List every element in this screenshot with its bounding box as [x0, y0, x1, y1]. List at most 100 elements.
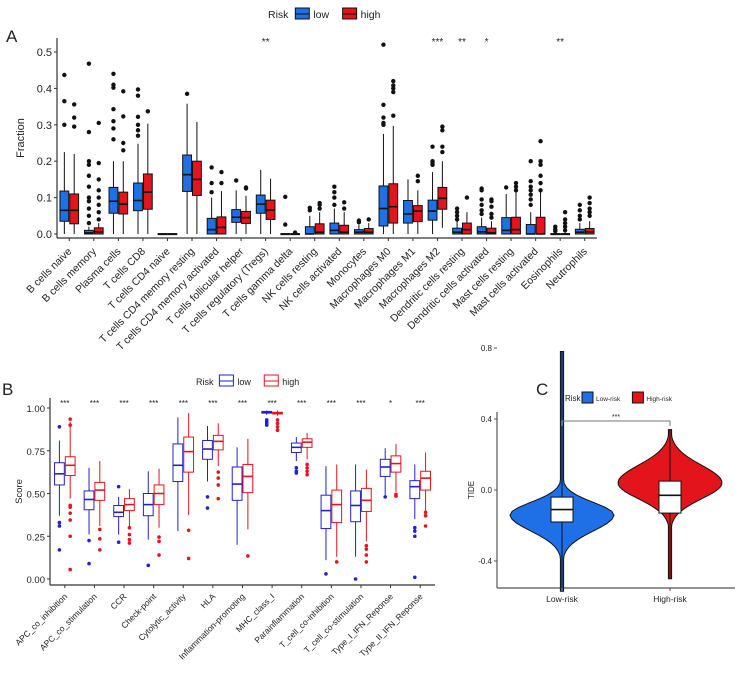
outlier-point: [305, 469, 309, 474]
violin-box: [658, 480, 682, 514]
outlier-point: [96, 188, 101, 193]
outlier-point: [184, 91, 190, 97]
x-tick-label: Low-risk: [546, 594, 578, 604]
outlier-point: [233, 178, 239, 183]
legend-title: Risk: [565, 394, 582, 403]
outlier-point: [479, 202, 484, 208]
x-tick-label: APC_co_stimulation: [38, 591, 99, 652]
outlier-point: [528, 192, 533, 197]
outlier-point: [62, 98, 67, 104]
significance-label: ***: [432, 37, 444, 48]
outlier-point: [440, 124, 445, 129]
y-tick-label: 0.50: [27, 490, 46, 501]
outlier-point: [68, 567, 72, 572]
outlier-point: [86, 206, 92, 211]
outlier-point: [135, 128, 141, 133]
outlier-point: [577, 208, 583, 213]
outlier-point: [553, 224, 558, 229]
outlier-point: [391, 83, 396, 88]
outlier-point: [127, 525, 132, 530]
outlier-point: [307, 205, 313, 210]
outlier-point: [423, 524, 428, 528]
y-tick-label: 0.1: [37, 193, 52, 205]
significance-label: ***: [90, 399, 99, 408]
box-low: [172, 443, 184, 483]
outlier-point: [479, 211, 484, 217]
outlier-point: [528, 202, 533, 208]
outlier-point: [489, 211, 494, 217]
outlier-point: [454, 213, 460, 218]
outlier-point: [454, 209, 460, 215]
box-high: [93, 227, 104, 235]
outlier-point: [96, 195, 101, 200]
outlier-point: [86, 220, 92, 226]
y-tick-label: 0.2: [37, 156, 52, 168]
outlier-point: [391, 78, 396, 84]
outlier-point: [423, 510, 428, 515]
outlier-point: [364, 560, 369, 564]
outlier-point: [364, 543, 369, 548]
significance-label: ***: [179, 399, 188, 408]
box-low: [59, 190, 70, 222]
x-tick-label: CCR: [108, 591, 128, 611]
outlier-point: [381, 102, 386, 107]
panel-label-a: A: [6, 27, 18, 46]
panel-b-boxplot: 0.00 0.25 0.50 0.75 1.00 Score APC_co_inhibiti…: [13, 374, 435, 662]
outlier-point: [528, 197, 533, 202]
outlier-point: [577, 217, 583, 222]
box-low: [501, 217, 512, 235]
box-high: [216, 216, 227, 235]
outlier-point: [292, 230, 298, 235]
box-low: [379, 458, 391, 477]
outlier-point: [98, 527, 102, 532]
legend-key-High-risk: [631, 391, 644, 404]
x-tick-label: APC_co_inhibition: [13, 591, 69, 647]
outlier-point: [71, 124, 77, 129]
y-tick-label: 0.00: [27, 575, 46, 586]
box-high: [212, 434, 224, 451]
outlier-point: [68, 417, 72, 421]
outlier-point: [383, 495, 387, 499]
outlier-point: [587, 195, 592, 200]
outlier-point: [538, 162, 543, 168]
outlier-point: [562, 224, 568, 229]
outlier-point: [413, 575, 417, 580]
legend-key-Low-risk: [581, 391, 594, 404]
y-tick-label: 0.0: [37, 229, 52, 241]
outlier-point: [513, 180, 519, 186]
panel-label-b: B: [2, 380, 13, 399]
y-tick-label: 0.5: [37, 47, 52, 59]
outlier-point: [216, 476, 221, 480]
significance-label: *: [389, 399, 392, 408]
box-high: [462, 222, 472, 235]
outlier-point: [430, 159, 435, 164]
box-low: [182, 154, 192, 192]
box-low: [409, 480, 421, 500]
y-axis-title: Score: [14, 479, 25, 504]
outlier-point: [121, 148, 126, 153]
y-tick-label: -0.4: [478, 557, 492, 566]
outlier-point: [413, 525, 417, 530]
outlier-point: [219, 169, 224, 175]
outlier-point: [381, 115, 386, 120]
outlier-point: [440, 149, 445, 155]
outlier-point: [135, 93, 141, 98]
significance-label: ***: [416, 399, 425, 408]
box-low: [206, 217, 217, 235]
outlier-point: [275, 418, 280, 422]
outlier-point: [86, 199, 92, 204]
outlier-point: [71, 102, 77, 107]
outlier-point: [305, 466, 309, 470]
outlier-point: [216, 496, 221, 501]
significance-bracket: [561, 420, 671, 426]
outlier-point: [479, 197, 484, 202]
outlier-point: [332, 184, 337, 189]
box-high: [94, 481, 106, 501]
outlier-point: [57, 548, 62, 552]
outlier-point: [62, 72, 67, 78]
legend-label-high: high: [282, 377, 299, 387]
outlier-point: [341, 206, 347, 211]
outlier-point: [440, 128, 445, 133]
